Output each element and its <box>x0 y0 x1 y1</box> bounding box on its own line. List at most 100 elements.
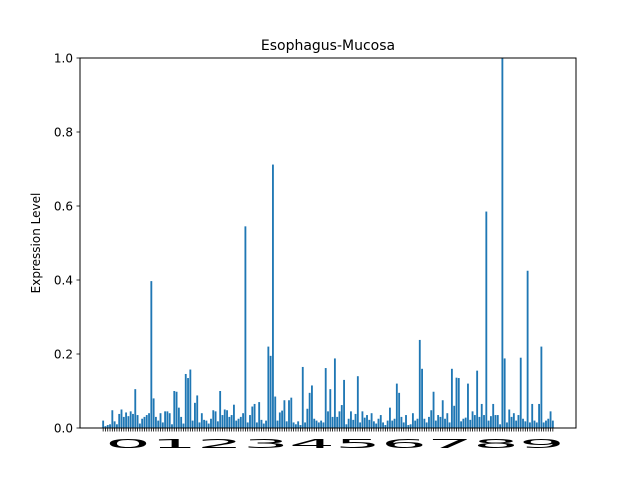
bar <box>501 58 504 428</box>
bar <box>372 421 375 428</box>
bar <box>395 383 398 428</box>
bar <box>251 406 254 428</box>
bar <box>189 369 192 428</box>
bar <box>173 391 176 428</box>
bar <box>453 405 456 428</box>
bar <box>411 413 414 428</box>
bar <box>409 424 412 428</box>
bar <box>386 420 389 428</box>
bar <box>526 270 529 428</box>
bar <box>522 418 524 428</box>
bar <box>542 422 545 428</box>
bar <box>446 413 449 428</box>
bar <box>320 420 323 428</box>
bar <box>317 422 320 428</box>
bar <box>382 422 384 428</box>
bar <box>499 424 501 428</box>
bar <box>272 164 274 428</box>
bar <box>109 424 111 428</box>
bar <box>469 419 472 428</box>
bar <box>352 419 355 428</box>
y-tick-label: 1.0 <box>54 52 73 66</box>
bar <box>363 417 366 428</box>
bar <box>467 383 469 428</box>
bar <box>278 412 281 428</box>
bar <box>226 410 228 428</box>
bar <box>423 418 426 428</box>
bar <box>418 339 421 428</box>
x-axis-ticks <box>102 428 554 432</box>
bar <box>118 413 121 428</box>
y-tick-label: 0.4 <box>54 274 73 288</box>
bar <box>102 420 105 428</box>
bar <box>168 413 171 428</box>
bar <box>391 420 394 428</box>
bar <box>492 403 495 428</box>
bar <box>106 425 109 428</box>
bar <box>407 425 410 428</box>
bar <box>393 418 396 428</box>
bar <box>549 411 552 428</box>
bar <box>235 420 238 428</box>
bar <box>233 404 235 428</box>
bar <box>152 398 155 428</box>
bar <box>180 416 183 428</box>
bar <box>223 409 226 428</box>
bar <box>354 413 357 428</box>
bar <box>460 421 462 428</box>
bar <box>361 411 364 428</box>
bar <box>510 416 513 428</box>
bar <box>104 426 107 428</box>
bar <box>489 416 492 428</box>
bar <box>366 415 368 428</box>
y-tick-label: 0.6 <box>54 200 73 214</box>
bar <box>281 410 284 428</box>
bar <box>205 420 208 428</box>
bar <box>471 411 474 428</box>
bar <box>265 420 267 428</box>
y-tick-label: 0.8 <box>54 126 73 140</box>
bar <box>356 376 359 428</box>
bar <box>292 422 295 428</box>
bar <box>455 377 458 428</box>
bar <box>368 419 371 428</box>
bar <box>138 423 141 428</box>
bar <box>389 407 391 428</box>
bar <box>448 422 451 428</box>
bar <box>336 416 339 428</box>
bar <box>540 346 543 428</box>
bar <box>253 403 256 428</box>
bar <box>430 410 433 428</box>
bar <box>120 409 123 428</box>
bar <box>506 422 508 428</box>
bar <box>483 415 485 428</box>
bar <box>136 415 139 428</box>
bar <box>212 410 215 428</box>
bar <box>450 368 453 428</box>
bar <box>111 410 114 428</box>
bar <box>249 415 251 428</box>
bar <box>230 415 233 428</box>
bars <box>102 58 554 428</box>
bar <box>535 422 538 428</box>
bar <box>379 415 382 428</box>
bar <box>508 409 511 428</box>
bar <box>132 413 134 428</box>
bar <box>269 355 272 428</box>
bar <box>267 346 270 428</box>
bar <box>182 423 185 428</box>
bar <box>533 420 536 428</box>
plot-area-frame <box>79 57 577 429</box>
bar <box>116 424 118 428</box>
bar <box>246 422 249 428</box>
bar <box>260 419 263 428</box>
bar <box>315 420 318 428</box>
bar <box>258 402 261 428</box>
chart-title: Esophagus-Mucosa <box>261 38 395 54</box>
bar <box>125 412 128 428</box>
bar <box>414 420 417 428</box>
bar <box>496 415 499 428</box>
bar <box>148 413 150 428</box>
bar <box>462 418 465 428</box>
